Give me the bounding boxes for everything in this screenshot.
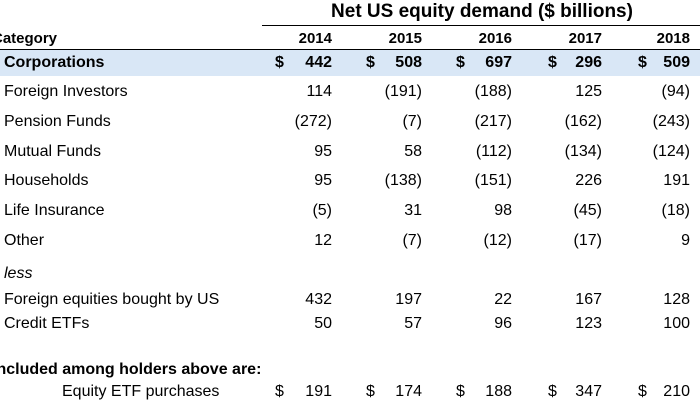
row-label: Equity ETF purchases <box>62 383 220 400</box>
cell-2014: 12 <box>314 232 332 249</box>
currency-symbol: $ <box>638 54 647 71</box>
currency-symbol: $ <box>275 54 284 71</box>
currency-symbol: $ <box>456 383 465 400</box>
table-row: Mutual Funds 95 58 (112) (134) (124) <box>0 139 700 165</box>
currency-symbol: $ <box>366 383 375 400</box>
table-row-corporations: Corporations $ 442 $ 508 $ 697 $ 296 $ 5… <box>0 50 700 76</box>
currency-symbol: $ <box>275 383 284 400</box>
header-row: Category 2014 2015 2016 2017 2018 <box>0 28 700 50</box>
cell-2015: (138) <box>384 172 422 189</box>
cell-2015: (191) <box>384 83 422 100</box>
row-label: Foreign equities bought by US <box>4 291 220 308</box>
year-header-2014: 2014 <box>298 30 332 47</box>
row-label: Life Insurance <box>4 202 105 219</box>
table-row: Credit ETFs 50 57 96 123 100 <box>0 311 700 337</box>
cell-2018: 9 <box>681 232 690 249</box>
cell-2016: 22 <box>494 291 512 308</box>
cell-2017: (134) <box>564 143 602 160</box>
cell-2014: 191 <box>305 383 332 400</box>
cell-2014: 95 <box>314 143 332 160</box>
year-header-2018: 2018 <box>656 30 690 47</box>
cell-2018: (243) <box>652 113 690 130</box>
row-label: Foreign Investors <box>4 83 128 100</box>
row-label: Credit ETFs <box>4 315 90 332</box>
cell-2017: (17) <box>573 232 602 249</box>
cell-2017: (45) <box>573 202 602 219</box>
cell-2015: 197 <box>395 291 422 308</box>
cell-2014: (272) <box>294 113 332 130</box>
title-underline <box>262 25 700 26</box>
cell-2017: (162) <box>564 113 602 130</box>
cell-2015: 31 <box>404 202 422 219</box>
cell-2014: 95 <box>314 172 332 189</box>
cell-2017: 123 <box>575 315 602 332</box>
currency-symbol: $ <box>456 54 465 71</box>
cell-2017: 296 <box>575 54 602 71</box>
cell-2014: (5) <box>312 202 332 219</box>
cell-2018: (124) <box>652 143 690 160</box>
cell-2015: 508 <box>395 54 422 71</box>
row-label: Other <box>4 232 45 249</box>
cell-2015: 57 <box>404 315 422 332</box>
currency-symbol: $ <box>638 383 647 400</box>
cell-2017: 167 <box>575 291 602 308</box>
less-row: less <box>0 261 700 287</box>
cell-2018: (18) <box>661 202 690 219</box>
table-row-etf: Equity ETF purchases $ 191 $ 174 $ 188 $… <box>0 379 700 405</box>
currency-symbol: $ <box>548 383 557 400</box>
cell-2016: 697 <box>485 54 512 71</box>
row-label: Pension Funds <box>4 113 111 130</box>
cell-2016: (112) <box>475 143 512 160</box>
cell-2014: 432 <box>305 291 332 308</box>
table-row: Foreign equities bought by US 432 197 22… <box>0 287 700 313</box>
cell-2015: (7) <box>402 113 422 130</box>
cell-2018: 100 <box>663 315 690 332</box>
category-header: Category <box>0 30 58 47</box>
table-title: Net US equity demand ($ billions) <box>331 1 633 22</box>
cell-2017: 125 <box>575 83 602 100</box>
cell-2016: 188 <box>485 383 512 400</box>
cell-2016: (188) <box>474 83 512 100</box>
cell-2018: 128 <box>663 291 690 308</box>
year-header-2016: 2016 <box>478 30 512 47</box>
table-row: Households 95 (138) (151) 226 191 <box>0 168 700 194</box>
cell-2018: (94) <box>661 83 690 100</box>
cell-2014: 442 <box>305 54 332 71</box>
cell-2014: 114 <box>306 83 332 100</box>
row-label: Corporations <box>4 54 105 71</box>
cell-2018: 191 <box>663 172 690 189</box>
included-section-label: Included among holders above are: <box>0 361 262 378</box>
cell-2017: 347 <box>575 383 602 400</box>
cell-2016: (12) <box>483 232 512 249</box>
cell-2018: 509 <box>663 54 690 71</box>
table-row: Foreign Investors 114 (191) (188) 125 (9… <box>0 79 700 105</box>
cell-2018: 210 <box>663 383 690 400</box>
table-row: Other 12 (7) (12) (17) 9 <box>0 228 700 254</box>
row-label: Mutual Funds <box>4 143 101 160</box>
row-label: Households <box>4 172 89 189</box>
cell-2015: 58 <box>404 143 422 160</box>
header-underline <box>0 49 700 50</box>
table-row: Pension Funds (272) (7) (217) (162) (243… <box>0 109 700 135</box>
year-header-2017: 2017 <box>568 30 602 47</box>
cell-2015: 174 <box>395 383 422 400</box>
cell-2016: 96 <box>494 315 512 332</box>
less-label: less <box>4 265 33 282</box>
cell-2014: 50 <box>314 315 332 332</box>
cell-2016: (217) <box>474 113 512 130</box>
cell-2015: (7) <box>402 232 422 249</box>
cell-2016: (151) <box>474 172 512 189</box>
cell-2016: 98 <box>494 202 512 219</box>
currency-symbol: $ <box>548 54 557 71</box>
cell-2017: 226 <box>575 172 602 189</box>
table-row: Life Insurance (5) 31 98 (45) (18) <box>0 198 700 224</box>
year-header-2015: 2015 <box>388 30 422 47</box>
currency-symbol: $ <box>366 54 375 71</box>
